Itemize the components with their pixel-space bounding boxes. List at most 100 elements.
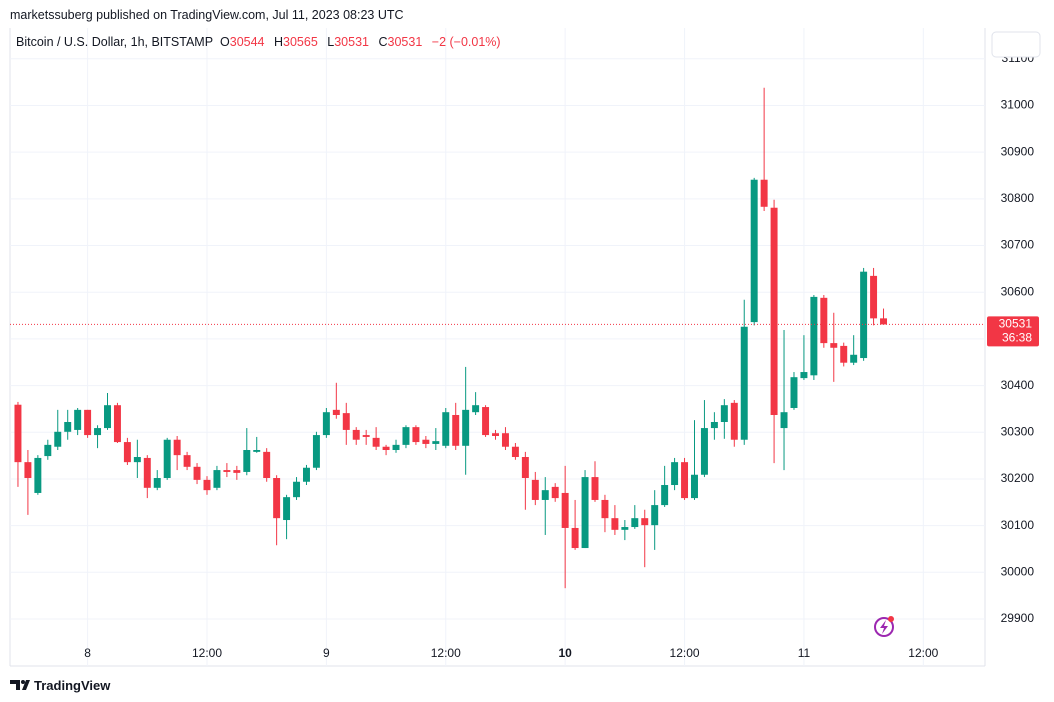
candle-body — [760, 179, 768, 207]
candle-body — [253, 450, 261, 452]
candle-body — [621, 527, 629, 530]
high-key: H — [274, 35, 284, 49]
candle-body — [44, 444, 52, 457]
x-tick-label: 12:00 — [908, 646, 938, 660]
scale-button[interactable] — [991, 31, 1041, 58]
candle-body — [113, 405, 121, 443]
candle-body — [551, 486, 559, 499]
candle-body — [104, 405, 111, 429]
candle-body — [641, 518, 649, 526]
candle-body — [94, 428, 102, 436]
candle-body — [312, 435, 320, 468]
x-tick-label: 9 — [323, 646, 330, 660]
candle-body — [233, 470, 241, 473]
candle-body — [402, 427, 410, 445]
candle-body — [54, 431, 62, 447]
high-value: 30565 — [283, 35, 318, 49]
ohlc-legend: Bitcoin / U.S. Dollar, 1h, BITSTAMP O 305… — [16, 35, 507, 49]
candle-body — [850, 354, 858, 363]
candle-body — [631, 518, 639, 528]
candle-body — [84, 409, 92, 436]
candle-body — [730, 402, 738, 440]
tradingview-logo[interactable] — [10, 680, 30, 690]
footer-brand: TradingView — [34, 678, 111, 693]
candle-body — [750, 179, 758, 323]
candle-body — [651, 505, 659, 526]
candle-body — [223, 470, 231, 472]
candle-body — [740, 326, 748, 440]
y-tick-label: 30600 — [1001, 284, 1035, 298]
candle-body — [74, 409, 82, 430]
candle-body — [173, 439, 181, 456]
candle-body — [511, 446, 519, 458]
candle-body — [123, 442, 131, 463]
candle-body — [571, 527, 579, 549]
x-tick-label: 8 — [84, 646, 91, 660]
y-tick-label: 30400 — [1001, 378, 1035, 392]
candle-body — [581, 477, 589, 549]
axes: 2990030000301003020030300304003050030600… — [10, 51, 1039, 660]
candle-body — [133, 457, 141, 463]
candle-body — [273, 478, 281, 519]
x-tick-label: 12:00 — [192, 646, 222, 660]
close-value: 30531 — [387, 35, 423, 49]
y-tick-label: 30800 — [1001, 191, 1035, 205]
candle-body — [700, 428, 708, 475]
candle-body — [601, 499, 609, 519]
candle-body — [870, 275, 878, 319]
low-value: 30531 — [334, 35, 369, 49]
candle-body — [472, 405, 480, 413]
candle-body — [671, 462, 679, 486]
candle-body — [691, 474, 698, 499]
candle-body — [770, 207, 778, 415]
y-tick-label: 30700 — [1001, 238, 1035, 252]
change-value: −2 (−0.01%) — [431, 35, 501, 49]
candle-body — [213, 470, 221, 488]
candle-body — [382, 446, 390, 451]
candle-body — [362, 435, 370, 437]
x-tick-label: 12:00 — [670, 646, 700, 660]
alert-icon[interactable] — [874, 616, 894, 637]
candle-body — [780, 412, 788, 429]
candle-body — [452, 414, 460, 446]
candle-body — [800, 372, 808, 379]
countdown-label: 36:38 — [1002, 331, 1032, 345]
y-tick-label: 30200 — [1001, 471, 1035, 485]
candle-body — [64, 421, 72, 432]
symbol-title: Bitcoin / U.S. Dollar, 1h, BITSTAMP — [16, 35, 214, 49]
candle-body — [342, 413, 350, 430]
candle-body — [34, 457, 42, 493]
candle-body — [352, 429, 360, 440]
candle-body — [372, 437, 380, 447]
candle-body — [860, 271, 868, 359]
candle-body — [392, 444, 400, 451]
publish-info: marketssuberg published on TradingView.c… — [10, 8, 404, 22]
candle-body — [810, 296, 818, 376]
candle-body — [193, 466, 201, 480]
y-tick-label: 29900 — [1001, 611, 1035, 625]
candle-body — [24, 462, 32, 479]
y-tick-label: 30000 — [1001, 564, 1035, 578]
candle-body — [422, 439, 430, 444]
candle-body — [322, 412, 330, 436]
candle-body — [153, 478, 161, 488]
y-tick-label: 30900 — [1001, 144, 1035, 158]
candle-body — [561, 492, 569, 528]
last-price-box — [987, 316, 1039, 347]
candle-body — [710, 421, 718, 429]
open-key: O — [220, 35, 230, 49]
candle-body — [183, 455, 191, 467]
grid — [10, 28, 985, 666]
candle-body — [143, 457, 151, 488]
candle-body — [501, 433, 509, 447]
candle-body — [283, 497, 291, 521]
candle-body — [661, 485, 669, 506]
candle-body — [163, 439, 171, 479]
candle-body — [720, 405, 728, 422]
candle-body — [203, 479, 211, 491]
x-tick-label: 11 — [798, 646, 811, 660]
candle-body — [332, 409, 340, 415]
candle-body — [302, 467, 310, 482]
candle-body — [482, 407, 490, 436]
